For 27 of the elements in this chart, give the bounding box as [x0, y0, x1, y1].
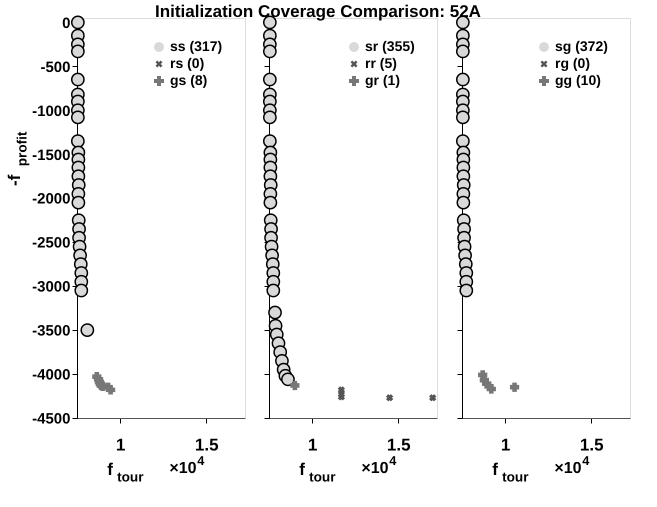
y-tick-label: -3500	[32, 322, 70, 340]
legend-label: ss (317)	[170, 38, 222, 54]
y-tick-label: -2500	[32, 234, 70, 252]
y-tick-label: -1000	[32, 102, 70, 120]
y-tick-label: -500	[40, 58, 70, 76]
legend-label: rg (0)	[555, 55, 590, 71]
y-tick-label: -4500	[32, 410, 70, 428]
text: Initialization Coverage Comparison: 52A	[155, 2, 481, 21]
x-tick-label: 1.5	[194, 436, 219, 454]
legend-label: rr (5)	[365, 55, 397, 71]
legend-label: gs (8)	[170, 72, 208, 88]
x-tick-label: 1	[500, 436, 510, 454]
legend-label: sr (355)	[365, 38, 415, 54]
y-axis-title: -fprofit	[5, 131, 30, 186]
y-tick-label: -4000	[32, 366, 70, 384]
x-tick-label: 1	[308, 436, 318, 454]
x-tick-label: 1.5	[580, 436, 604, 454]
x-tick-label: 1.5	[386, 436, 411, 454]
legend-label: gg (10)	[555, 72, 601, 88]
x-tick-label: 1	[116, 436, 126, 454]
y-tick-label: -3000	[32, 278, 70, 296]
legend-label: gr (1)	[365, 72, 400, 88]
legend-label: rs (0)	[170, 55, 204, 71]
legend-label: sg (372)	[555, 38, 608, 54]
y-tick-label: 0	[62, 14, 70, 32]
y-tick-label: -1500	[32, 146, 70, 164]
y-tick-label: -2000	[32, 190, 70, 208]
